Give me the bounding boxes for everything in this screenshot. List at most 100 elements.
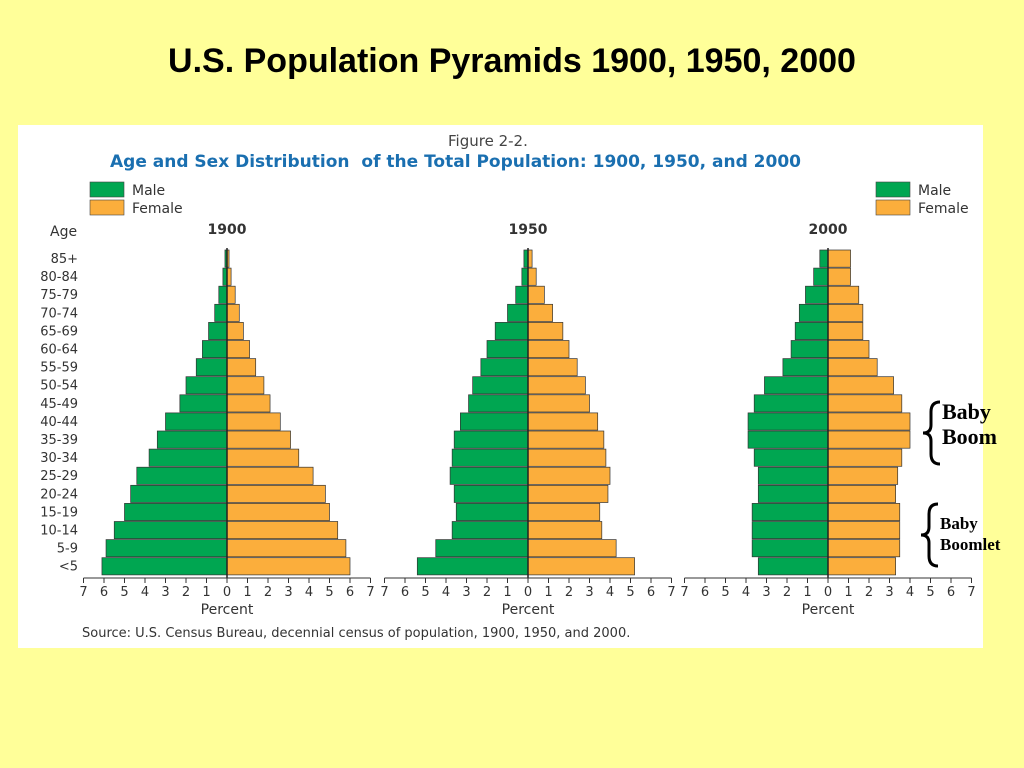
- tick-label-1950-2: 5: [421, 585, 429, 600]
- bar-1950-female-16: [527, 539, 617, 558]
- baby-boomlet-line2: Boomlet: [940, 535, 1001, 555]
- tick-label-1900-12: 5: [325, 585, 333, 600]
- baby-boomlet-brace: [920, 502, 939, 568]
- bar-1950-male-11: [451, 448, 529, 467]
- bar-1900-female-7: [226, 376, 265, 395]
- bar-1950-female-12: [527, 466, 611, 485]
- bar-1950-female-9: [527, 412, 599, 431]
- tick-label-2000-0: 7: [680, 585, 688, 600]
- bar-2000-female-9: [827, 412, 911, 431]
- tick-label-1950-6: 1: [503, 585, 511, 600]
- bar-2000-male-8: [753, 394, 829, 413]
- age-label-6: 55-59: [40, 361, 78, 376]
- bar-1900-male-13: [130, 484, 228, 503]
- bar-1900-male-16: [105, 539, 228, 558]
- population-pyramid-chart: Figure 2-2. Age and Sex Distribution of …: [40, 132, 975, 641]
- bar-2000-female-15: [827, 521, 901, 540]
- tick-label-2000-8: 1: [844, 585, 852, 600]
- bar-2000-female-3: [827, 303, 864, 322]
- tick-label-1950-13: 6: [647, 585, 655, 600]
- bar-1950-female-8: [527, 394, 590, 413]
- bar-2000-male-4: [794, 322, 829, 340]
- bar-1950-male-16: [435, 539, 529, 558]
- tick-label-1900-5: 2: [182, 585, 190, 600]
- bar-1900-female-11: [226, 448, 300, 467]
- bar-1900-female-13: [226, 484, 326, 503]
- bar-2000-male-15: [751, 521, 829, 540]
- bar-1950-female-7: [527, 376, 586, 395]
- tick-label-2000-6: 1: [803, 585, 811, 600]
- tick-label-1900-7: 0: [223, 585, 231, 600]
- bar-2000-female-4: [827, 322, 864, 340]
- bar-1900-female-5: [226, 340, 250, 359]
- bar-1900-male-4: [208, 322, 228, 340]
- slide-title: U.S. Population Pyramids 1900, 1950, 200…: [168, 42, 856, 80]
- legend-right-swatch-female: [875, 199, 911, 216]
- bar-2000-female-8: [827, 394, 903, 413]
- bar-1950-female-3: [527, 303, 553, 322]
- tick-label-1950-12: 5: [626, 585, 634, 600]
- bar-1900-female-14: [226, 503, 330, 521]
- tick-label-1950-0: 7: [380, 585, 388, 600]
- bar-1950-male-15: [451, 521, 529, 540]
- bar-1900-male-14: [124, 503, 228, 521]
- tick-label-1900-4: 3: [161, 585, 169, 600]
- tick-label-1950-3: 4: [442, 585, 450, 600]
- bar-2000-male-3: [798, 303, 829, 322]
- tick-label-1900-8: 1: [243, 585, 251, 600]
- bar-1950-female-13: [527, 484, 609, 503]
- bar-1900-female-17: [226, 557, 351, 576]
- bar-1900-female-4: [226, 322, 244, 340]
- bar-1950-female-10: [527, 430, 605, 449]
- tick-label-1900-14: 7: [366, 585, 374, 600]
- tick-label-2000-10: 3: [885, 585, 893, 600]
- bar-1900-male-15: [113, 521, 228, 540]
- bar-1950-female-15: [527, 521, 603, 540]
- baby-boomlet-annotation: Baby Boomlet: [940, 513, 1000, 556]
- bar-1950-male-8: [468, 394, 529, 413]
- baby-boomlet-brace-icon: [920, 502, 939, 568]
- tick-label-2000-5: 2: [783, 585, 791, 600]
- bar-2000-male-6: [782, 358, 829, 377]
- bar-2000-male-12: [757, 466, 829, 485]
- tick-label-1900-6: 1: [202, 585, 210, 600]
- bar-2000-female-6: [827, 358, 878, 377]
- x-axis-title-1950: Percent: [502, 602, 555, 618]
- age-label-13: 20-24: [40, 487, 78, 502]
- bar-1900-female-12: [226, 466, 314, 485]
- tick-label-1900-9: 2: [264, 585, 272, 600]
- age-label-14: 15-19: [40, 505, 78, 520]
- age-label-16: 5-9: [57, 542, 78, 557]
- bar-2000-female-16: [827, 539, 901, 558]
- tick-label-2000-9: 2: [865, 585, 873, 600]
- bar-2000-female-7: [827, 376, 894, 395]
- bar-2000-male-16: [751, 539, 829, 558]
- tick-label-1950-7: 0: [524, 585, 532, 600]
- bar-1900-male-7: [185, 376, 228, 395]
- tick-label-2000-14: 7: [967, 585, 975, 600]
- age-label-1: 80-84: [40, 270, 78, 285]
- tick-label-2000-3: 4: [742, 585, 750, 600]
- age-axis-label: Age: [50, 224, 77, 240]
- bar-2000-female-14: [827, 503, 901, 521]
- bar-2000-female-17: [827, 557, 897, 576]
- bar-1900-female-8: [226, 394, 271, 413]
- bar-1950-female-11: [527, 448, 607, 467]
- bar-1950-female-4: [527, 322, 564, 340]
- bar-2000-female-2: [827, 285, 860, 304]
- tick-label-2000-13: 6: [947, 585, 955, 600]
- baby-boom-annotation: Baby Boom: [942, 399, 997, 449]
- tick-label-1950-14: 7: [667, 585, 675, 600]
- bar-1900-female-6: [226, 358, 257, 377]
- tick-label-1950-10: 3: [585, 585, 593, 600]
- bar-1900-male-2: [218, 285, 228, 304]
- figure-panel: Figure 2-2. Age and Sex Distribution of …: [18, 125, 983, 648]
- tick-label-1900-11: 4: [305, 585, 313, 600]
- bar-2000-female-10: [827, 430, 911, 449]
- tick-label-1950-11: 4: [606, 585, 614, 600]
- bar-1900-male-17: [101, 557, 228, 576]
- bar-1900-female-15: [226, 521, 339, 540]
- age-label-17: <5: [59, 560, 78, 575]
- bar-1950-male-14: [455, 503, 529, 521]
- tick-label-1900-13: 6: [346, 585, 354, 600]
